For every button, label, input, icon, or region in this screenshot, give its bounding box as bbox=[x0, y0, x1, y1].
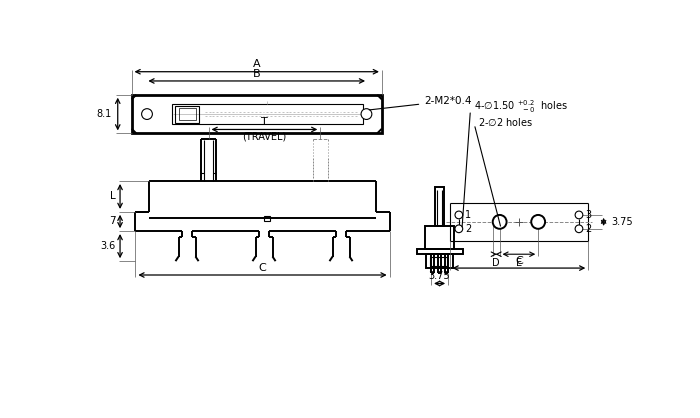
Bar bbox=[430, 257, 447, 266]
Text: C: C bbox=[515, 256, 523, 266]
Bar bbox=[172, 104, 363, 124]
Circle shape bbox=[493, 215, 507, 229]
Circle shape bbox=[575, 225, 583, 233]
Text: T: T bbox=[261, 117, 268, 127]
Text: D: D bbox=[492, 258, 500, 268]
Circle shape bbox=[141, 109, 153, 120]
Text: (TRAVEL): (TRAVEL) bbox=[242, 131, 286, 141]
Text: 2: 2 bbox=[465, 224, 471, 234]
Text: 2: 2 bbox=[585, 224, 591, 234]
Text: 7: 7 bbox=[108, 217, 116, 227]
Circle shape bbox=[455, 211, 463, 219]
Bar bbox=[264, 217, 270, 221]
Bar bbox=[178, 108, 195, 120]
Bar bbox=[426, 254, 454, 268]
Text: 4-$\varnothing$1.50 $^{+0.2}_{\ \ -0}$  holes: 4-$\varnothing$1.50 $^{+0.2}_{\ \ -0}$ h… bbox=[475, 98, 568, 115]
Text: E: E bbox=[516, 258, 522, 268]
Text: L: L bbox=[110, 191, 116, 201]
Bar bbox=[425, 226, 454, 249]
Text: A: A bbox=[253, 59, 260, 69]
Bar bbox=[435, 187, 444, 226]
Circle shape bbox=[455, 225, 463, 233]
Text: 3.6: 3.6 bbox=[100, 241, 116, 251]
Circle shape bbox=[531, 215, 545, 229]
Bar bbox=[416, 249, 463, 254]
Text: 2-M2*0.4: 2-M2*0.4 bbox=[369, 96, 472, 110]
Text: 1: 1 bbox=[465, 210, 471, 220]
Text: 3.75: 3.75 bbox=[429, 271, 450, 281]
Bar bbox=[132, 95, 382, 133]
Text: 3.75: 3.75 bbox=[611, 217, 633, 227]
Text: B: B bbox=[253, 69, 260, 79]
Text: 8.1: 8.1 bbox=[97, 109, 111, 119]
Circle shape bbox=[575, 211, 583, 219]
Circle shape bbox=[361, 109, 372, 120]
Text: 2-$\varnothing$2 holes: 2-$\varnothing$2 holes bbox=[478, 116, 533, 128]
Text: C: C bbox=[258, 263, 267, 273]
Text: 3: 3 bbox=[585, 210, 591, 220]
Bar bbox=[176, 106, 199, 122]
